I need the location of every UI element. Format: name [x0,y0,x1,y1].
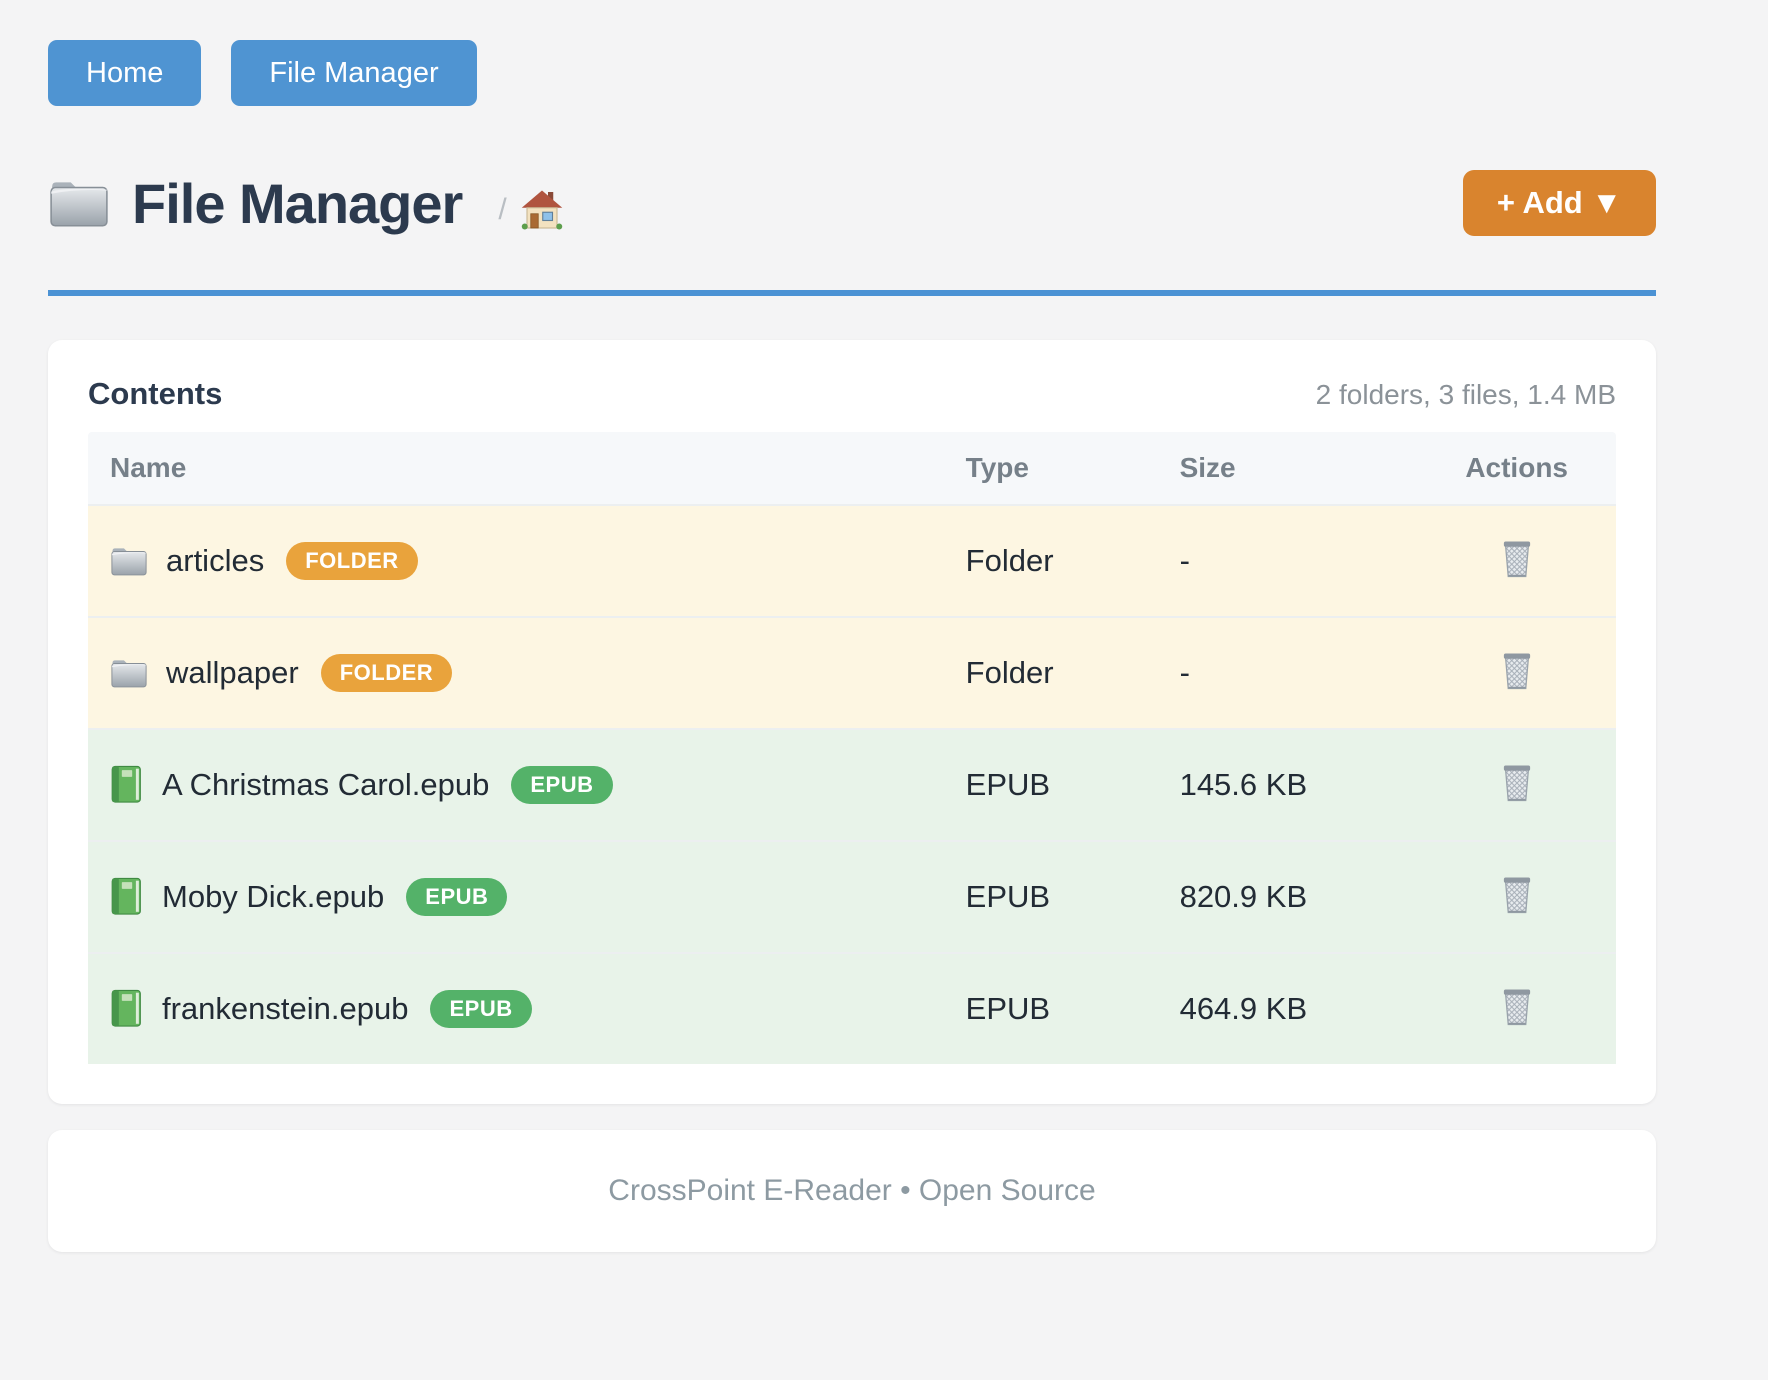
folder-icon [111,659,147,688]
file-type-badge: FOLDER [286,542,418,580]
title-wrap: File Manager [48,171,463,236]
name-cell: frankenstein.epub EPUB [88,989,944,1029]
page-title: File Manager [132,171,463,235]
contents-summary: 2 folders, 3 files, 1.4 MB [1315,379,1616,410]
column-header-actions: Actions [1465,452,1568,483]
delete-button[interactable] [1496,534,1538,584]
delete-button[interactable] [1496,982,1538,1032]
delete-button[interactable] [1496,758,1538,808]
book-icon [111,765,141,803]
column-header-type: Type [965,452,1029,483]
file-size: - [1179,543,1190,578]
table-row[interactable]: A Christmas Carol.epub EPUB EPUB 145.6 K… [88,728,1616,840]
footer-text: CrossPoint E-Reader • Open Source [608,1174,1096,1207]
file-manager-button[interactable]: File Manager [231,40,477,106]
table-row[interactable]: articles FOLDER Folder - [88,504,1616,616]
trash-icon [1502,652,1531,690]
delete-button[interactable] [1496,870,1538,920]
column-header-name: Name [110,452,187,483]
file-size: 464.9 KB [1179,991,1308,1026]
actions-cell [1417,646,1616,700]
name-cell: wallpaper FOLDER [88,654,944,692]
file-size: 820.9 KB [1179,879,1308,914]
file-type-badge: FOLDER [320,654,453,692]
trash-icon [1502,540,1531,578]
book-icon [111,877,141,915]
file-type-badge: EPUB [430,990,532,1028]
footer-card: CrossPoint E-Reader • Open Source [48,1130,1656,1252]
file-name[interactable]: articles [166,543,265,578]
trash-icon [1502,764,1531,802]
home-button[interactable]: Home [48,40,202,106]
top-nav: Home File Manager [48,40,1656,106]
name-cell: A Christmas Carol.epub EPUB [88,765,944,805]
file-type: EPUB [965,767,1051,802]
file-type: Folder [965,543,1054,578]
delete-button[interactable] [1496,646,1538,696]
card-title: Contents [88,376,223,411]
file-type-badge: EPUB [406,878,508,916]
file-name[interactable]: frankenstein.epub [162,991,409,1026]
file-name[interactable]: wallpaper [166,655,299,690]
name-cell: articles FOLDER [88,542,944,580]
book-icon [111,989,141,1027]
table-row[interactable]: wallpaper FOLDER Folder - [88,616,1616,728]
table-body: articles FOLDER Folder - wallpaper FOLDE… [88,504,1616,1064]
table-row[interactable]: frankenstein.epub EPUB EPUB 464.9 KB [88,952,1616,1064]
name-cell: Moby Dick.epub EPUB [88,877,944,917]
card-header: Contents 2 folders, 3 files, 1.4 MB [88,376,1616,412]
trash-icon [1502,876,1531,914]
page: Home File Manager File Manager / + Add ▼… [48,40,1656,1252]
file-size: - [1179,655,1190,690]
file-name[interactable]: Moby Dick.epub [162,879,385,914]
file-type: Folder [965,655,1054,690]
folder-icon [111,547,147,576]
trash-icon [1502,988,1531,1026]
home-icon[interactable] [520,189,563,231]
table-header-row: Name Type Size Actions [88,432,1616,504]
file-type: EPUB [965,879,1051,914]
file-table: Name Type Size Actions articles FOLDER F… [88,432,1616,1064]
file-type: EPUB [965,991,1051,1026]
page-header: File Manager / + Add ▼ [48,170,1656,236]
folder-icon [50,181,108,227]
actions-cell [1417,870,1616,924]
column-header-size: Size [1179,452,1236,483]
title-divider [48,290,1656,296]
contents-card: Contents 2 folders, 3 files, 1.4 MB Name… [48,340,1656,1104]
file-name[interactable]: A Christmas Carol.epub [162,767,490,802]
add-button[interactable]: + Add ▼ [1462,170,1656,236]
breadcrumb: / [498,189,563,231]
breadcrumb-separator: / [498,193,507,226]
table-row[interactable]: Moby Dick.epub EPUB EPUB 820.9 KB [88,840,1616,952]
actions-cell [1417,982,1616,1036]
file-type-badge: EPUB [511,766,613,804]
actions-cell [1417,758,1616,812]
file-size: 145.6 KB [1179,767,1308,802]
actions-cell [1417,534,1616,588]
